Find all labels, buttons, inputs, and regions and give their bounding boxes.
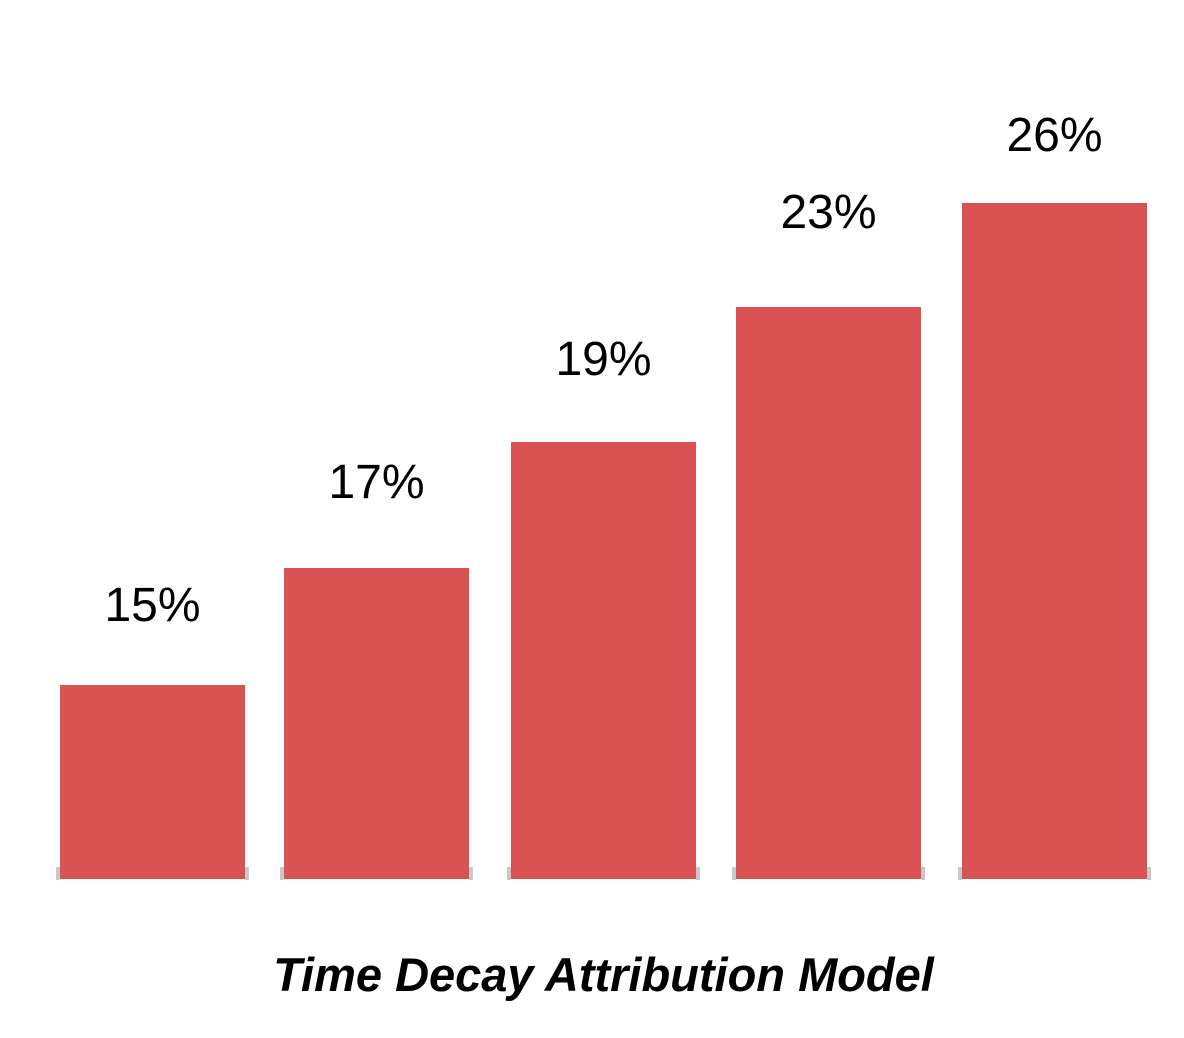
bar-value-label: 15% — [104, 579, 201, 632]
bar-value-label: 17% — [328, 456, 425, 509]
bar — [507, 442, 700, 880]
bar — [280, 568, 473, 880]
bar-value-label: 23% — [780, 186, 877, 239]
bar — [732, 307, 925, 880]
bar — [56, 685, 249, 880]
bar-value-label: 19% — [555, 333, 652, 386]
bar-value-label: 26% — [1006, 109, 1103, 162]
bar — [958, 203, 1151, 880]
chart-title: Time Decay Attribution Model — [273, 948, 934, 1001]
